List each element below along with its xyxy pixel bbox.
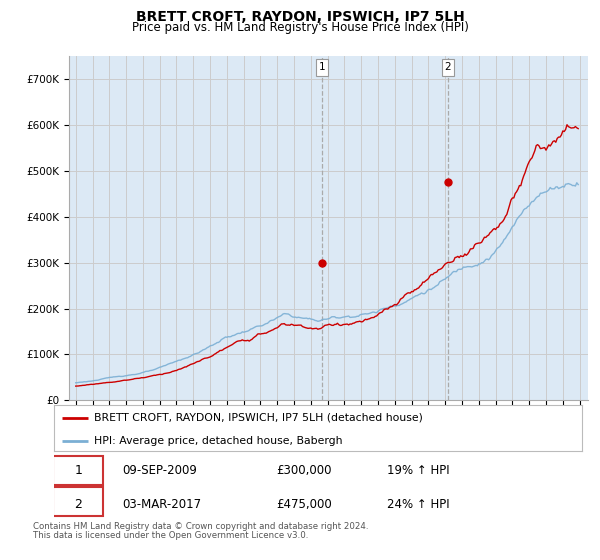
Text: HPI: Average price, detached house, Babergh: HPI: Average price, detached house, Babe…: [94, 436, 342, 446]
Text: BRETT CROFT, RAYDON, IPSWICH, IP7 5LH (detached house): BRETT CROFT, RAYDON, IPSWICH, IP7 5LH (d…: [94, 413, 422, 423]
Text: 2: 2: [74, 498, 82, 511]
Text: £475,000: £475,000: [276, 498, 332, 511]
Text: 09-SEP-2009: 09-SEP-2009: [122, 464, 197, 477]
Text: Price paid vs. HM Land Registry's House Price Index (HPI): Price paid vs. HM Land Registry's House …: [131, 21, 469, 34]
Text: This data is licensed under the Open Government Licence v3.0.: This data is licensed under the Open Gov…: [33, 531, 308, 540]
Text: 19% ↑ HPI: 19% ↑ HPI: [386, 464, 449, 477]
Text: 03-MAR-2017: 03-MAR-2017: [122, 498, 202, 511]
FancyBboxPatch shape: [53, 456, 103, 486]
Text: 2: 2: [445, 63, 451, 72]
Text: Contains HM Land Registry data © Crown copyright and database right 2024.: Contains HM Land Registry data © Crown c…: [33, 522, 368, 531]
Text: £300,000: £300,000: [276, 464, 331, 477]
Text: 1: 1: [319, 63, 325, 72]
FancyBboxPatch shape: [53, 487, 103, 516]
Text: BRETT CROFT, RAYDON, IPSWICH, IP7 5LH: BRETT CROFT, RAYDON, IPSWICH, IP7 5LH: [136, 10, 464, 24]
Text: 1: 1: [74, 464, 82, 477]
Text: 24% ↑ HPI: 24% ↑ HPI: [386, 498, 449, 511]
